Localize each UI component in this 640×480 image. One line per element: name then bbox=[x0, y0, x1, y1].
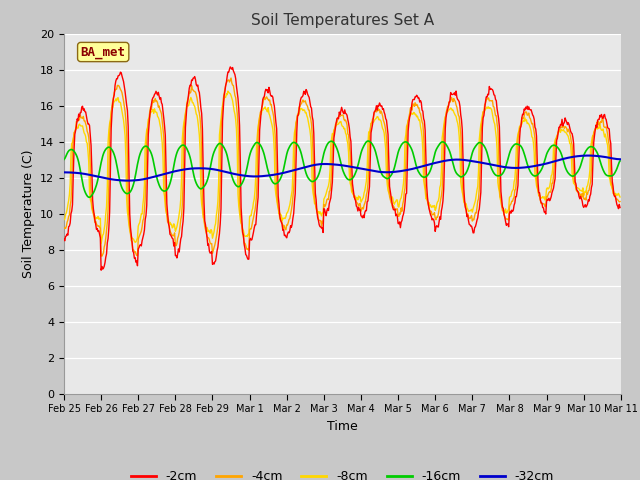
Legend: -2cm, -4cm, -8cm, -16cm, -32cm: -2cm, -4cm, -8cm, -16cm, -32cm bbox=[125, 465, 559, 480]
Text: BA_met: BA_met bbox=[81, 46, 125, 59]
X-axis label: Time: Time bbox=[327, 420, 358, 432]
Y-axis label: Soil Temperature (C): Soil Temperature (C) bbox=[22, 149, 35, 278]
Title: Soil Temperatures Set A: Soil Temperatures Set A bbox=[251, 13, 434, 28]
